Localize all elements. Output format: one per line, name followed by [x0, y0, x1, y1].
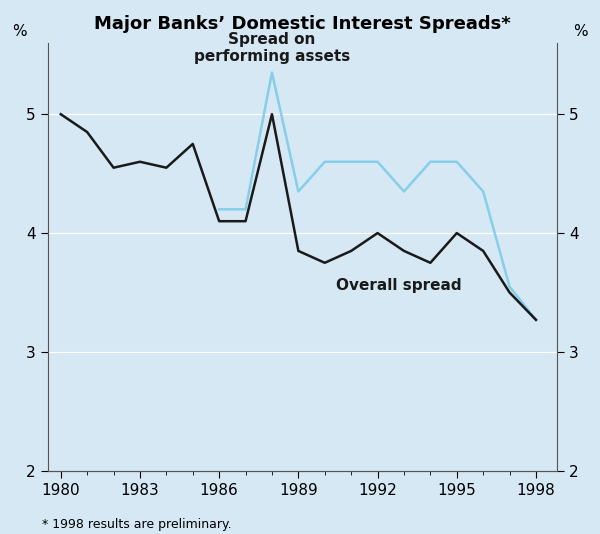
Text: Overall spread: Overall spread [336, 278, 461, 293]
Text: %: % [12, 23, 26, 38]
Title: Major Banks’ Domestic Interest Spreads*: Major Banks’ Domestic Interest Spreads* [94, 15, 511, 33]
Text: * 1998 results are preliminary.: * 1998 results are preliminary. [42, 519, 232, 531]
Text: Spread on
performing assets: Spread on performing assets [194, 32, 350, 64]
Text: %: % [573, 23, 587, 38]
